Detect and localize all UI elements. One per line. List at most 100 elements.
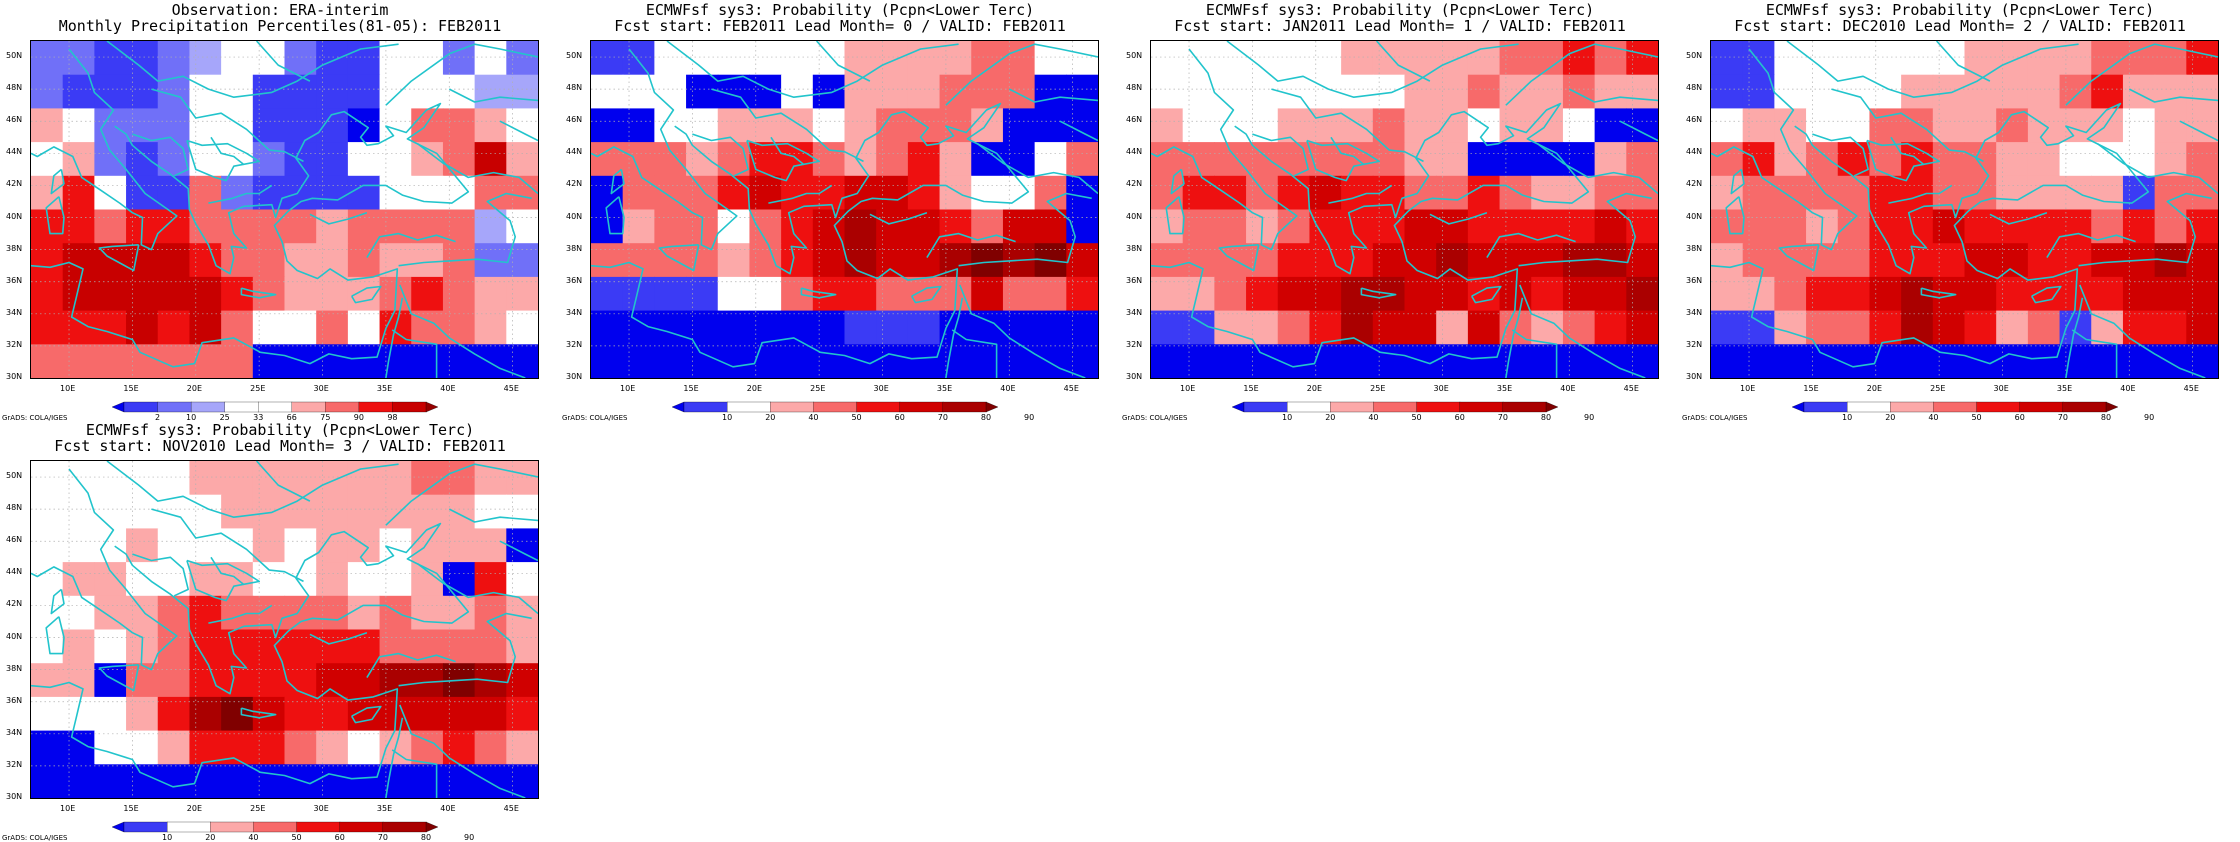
coastline xyxy=(50,168,65,195)
coastline xyxy=(2079,284,2206,378)
grid-cell xyxy=(939,243,972,278)
grid-cell xyxy=(1372,142,1406,177)
grid-cell xyxy=(1742,243,1775,278)
coastline xyxy=(210,556,245,586)
grid-cell xyxy=(1467,243,1501,278)
colorbar-segment xyxy=(1286,401,1331,413)
lon-tick-label: 40E xyxy=(1560,384,1576,393)
coastline xyxy=(240,707,277,719)
grid-cell xyxy=(284,175,317,211)
grid-cell xyxy=(1277,108,1311,143)
grid-cell xyxy=(1182,344,1215,378)
grid-cell xyxy=(126,41,159,76)
lat-tick-label: 38N xyxy=(6,663,23,673)
grid-cell xyxy=(1531,243,1564,278)
grid-cell xyxy=(1309,209,1342,244)
grid-cell xyxy=(284,276,317,312)
coastline xyxy=(366,232,456,259)
grid-cell xyxy=(411,528,444,563)
grid-cell xyxy=(474,41,507,76)
lat-tick-label: 36N xyxy=(566,275,583,285)
coastline xyxy=(106,461,399,519)
coastline xyxy=(816,41,871,82)
grid-cell xyxy=(1869,41,1902,76)
grid-cell xyxy=(316,764,349,798)
grid-cell xyxy=(2091,175,2124,211)
grid-cell xyxy=(1436,108,1469,143)
lat-tick-label: 40N xyxy=(6,211,23,221)
grid-cell xyxy=(1711,142,1744,177)
grid-cell xyxy=(347,41,381,76)
coastline xyxy=(1786,41,2079,99)
grid-cell xyxy=(316,74,349,109)
lat-tick-label: 38N xyxy=(566,243,583,253)
grid-cell xyxy=(1594,41,1627,76)
coastline xyxy=(240,287,277,299)
grid-cell xyxy=(189,142,222,177)
grid-cell xyxy=(2027,41,2061,76)
grid-cell xyxy=(1837,41,1871,76)
grid-cell xyxy=(62,209,95,244)
grid-cell xyxy=(31,108,64,143)
grid-cell xyxy=(2122,74,2156,109)
lon-tick-label: 25E xyxy=(250,384,266,393)
colorbar-segment xyxy=(325,401,360,413)
grid-cell xyxy=(189,461,222,496)
grid-cell xyxy=(781,41,814,76)
grid-cell xyxy=(94,74,127,109)
grid-cell xyxy=(1002,310,1036,345)
grid-cell xyxy=(622,276,655,312)
grid-cell xyxy=(316,175,349,211)
coastline xyxy=(1518,192,1652,267)
grid-cell xyxy=(1996,41,2029,76)
coastline xyxy=(768,184,833,204)
colorbar-segment xyxy=(166,821,211,833)
grid-cell xyxy=(1742,209,1775,244)
grid-cell xyxy=(1806,243,1839,278)
grid-cell xyxy=(1372,41,1406,76)
coastline xyxy=(31,48,178,251)
grid-cell xyxy=(31,175,64,211)
grid-cell xyxy=(876,276,909,312)
colorbar-tick-label: 50 xyxy=(1971,413,1981,420)
coastline xyxy=(1226,41,1519,99)
grid-cell xyxy=(1594,108,1627,143)
grid-cell xyxy=(316,142,349,177)
grid-cell xyxy=(221,276,254,312)
grid-cell xyxy=(1932,74,1966,109)
coastline xyxy=(2046,232,2136,259)
lat-tick-label: 42N xyxy=(1126,179,1143,189)
grid-cell xyxy=(1182,41,1215,76)
grid-cell xyxy=(1277,276,1311,312)
grid-cell xyxy=(252,344,286,378)
lon-tick-label: 10E xyxy=(60,804,76,813)
grid-cell xyxy=(442,209,476,244)
grid-cell xyxy=(1774,276,1807,312)
grid-cell xyxy=(1626,74,1658,109)
lat-tick-label: 48N xyxy=(566,83,583,93)
lat-tick-label: 40N xyxy=(1126,211,1143,221)
grid-cell xyxy=(1774,41,1807,76)
lon-tick-label: 25E xyxy=(810,384,826,393)
grid-cell xyxy=(1531,108,1564,143)
coastline xyxy=(351,285,382,304)
colorbar-tick-label: 60 xyxy=(1455,413,1465,420)
grid-cell xyxy=(1436,276,1469,312)
lon-tick-label: 45E xyxy=(503,384,519,393)
grid-cell xyxy=(1341,74,1374,109)
colorbar-tick-label: 90 xyxy=(2144,413,2154,420)
grid-cell xyxy=(1711,74,1744,109)
grid-cell xyxy=(1467,209,1501,244)
grid-cell xyxy=(844,41,877,76)
grid-cell xyxy=(1594,344,1627,378)
grid-cell xyxy=(94,764,127,798)
grid-cell xyxy=(1182,276,1215,312)
grid-cell xyxy=(1246,175,1279,211)
grid-cell xyxy=(1964,74,1997,109)
panel-title: ECMWFsf sys3: Probability (Pcpn<Lower Te… xyxy=(645,1,1035,19)
grid-cell xyxy=(1711,276,1744,312)
grid-cell xyxy=(2091,74,2124,109)
grid-cell xyxy=(2091,276,2124,312)
grid-cell xyxy=(591,41,624,76)
coastline xyxy=(385,463,538,526)
